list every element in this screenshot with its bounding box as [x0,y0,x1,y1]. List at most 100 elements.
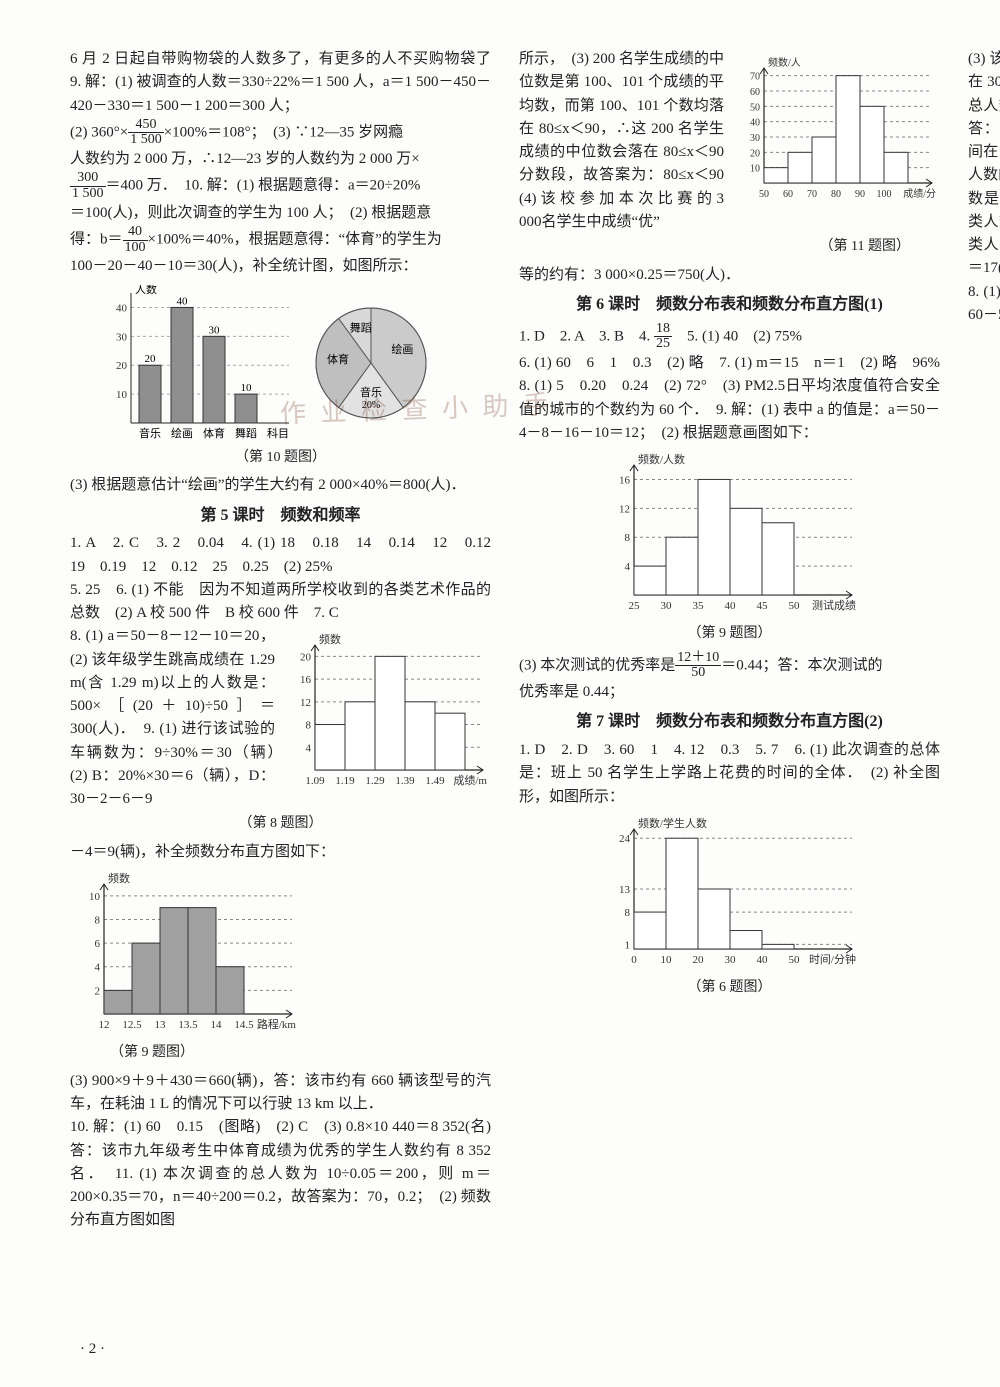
heading-lesson7: 第 7 课时 频数分布表和频数分布直方图(2) [519,710,940,735]
t: 得：b＝ [70,232,123,248]
svg-text:10: 10 [750,164,760,175]
t: 1. D 2. A 3. B 4. [519,328,654,344]
svg-text:4: 4 [95,962,101,974]
t: (2) 360°× [70,124,128,140]
text: 8. (1) 参加比赛的总人数为：2＋4＋6＋5＋3＝20 (2) 组距为：60… [968,281,1000,328]
caption-6: （第 6 题图） [519,977,940,999]
t: 5. (1) 40 (2) 75% [672,328,802,344]
svg-text:1.19: 1.19 [335,775,355,787]
svg-text:100: 100 [877,189,892,200]
svg-text:24: 24 [619,833,631,845]
caption-8: （第 8 题图） [70,813,491,835]
svg-text:20: 20 [750,148,760,159]
svg-text:30: 30 [116,331,128,343]
svg-text:舞蹈: 舞蹈 [235,427,257,440]
heading-lesson6: 第 6 课时 频数分布表和频数分布直方图(1) [519,293,940,318]
fraction: 4501 500 [128,118,164,148]
page: { "page_number":"· 2 ·", "watermark":"作 … [0,0,1000,1387]
text: 100－20－40－10＝30(人)，补全统计图，如图所示： [70,255,491,278]
fraction: 1825 [654,322,672,352]
svg-text:40: 40 [176,295,188,307]
svg-text:35: 35 [692,600,704,612]
svg-text:成绩/m: 成绩/m [453,774,487,787]
text: (3) 900×9＋9＋430＝660(辆)，答：该市约有 660 辆该型号的汽… [70,1070,491,1117]
svg-text:14.5: 14.5 [234,1019,254,1031]
svg-text:20: 20 [116,360,128,372]
svg-text:70: 70 [807,189,817,200]
svg-text:13.5: 13.5 [178,1019,198,1031]
svg-text:8: 8 [95,915,101,927]
t: ＝0.44；答：本次测试的 [721,657,882,673]
svg-text:2: 2 [95,986,101,998]
svg-text:30: 30 [660,600,672,612]
caption-9R: （第 9 题图） [519,623,940,645]
svg-text:40: 40 [724,600,736,612]
svg-text:体育: 体育 [203,426,225,440]
svg-text:绘画: 绘画 [391,341,413,355]
svg-text:60: 60 [750,87,760,98]
svg-text:50: 50 [750,102,760,113]
svg-text:16: 16 [300,674,312,686]
svg-text:频数/学生人数: 频数/学生人数 [638,816,707,830]
svg-text:20: 20 [692,954,704,966]
text: －4＝9(辆)，补全频数分布直方图如下： [70,841,491,864]
svg-text:12.5: 12.5 [122,1019,142,1031]
figure-10: 10203040人数20音乐40绘画30体育10舞蹈科目绘画音乐20%体育舞蹈 … [70,285,491,469]
t: ×100%＝40%，根据题意得：“体育”的学生为 [148,232,442,248]
text: 1. D 2. A 3. B 4. 1825 5. (1) 40 (2) 75% [519,322,940,352]
svg-text:10: 10 [660,954,672,966]
svg-text:10: 10 [240,382,252,394]
fraction: 3001 500 [70,171,106,201]
svg-text:舞蹈: 舞蹈 [349,321,371,334]
svg-text:频数/人数: 频数/人数 [638,452,685,466]
svg-text:12: 12 [619,503,630,515]
svg-text:16: 16 [619,475,631,487]
svg-text:10: 10 [89,891,101,903]
caption-9L: （第 9 题图） [110,1042,491,1064]
svg-text:频数/人: 频数/人 [768,56,801,69]
svg-text:频数: 频数 [319,632,341,646]
svg-text:科目: 科目 [267,426,289,440]
svg-text:45: 45 [756,600,768,612]
svg-text:频数: 频数 [108,871,130,885]
svg-text:13: 13 [155,1019,167,1031]
text: 1. A 2. C 3. 2 0.04 4. (1) 18 0.18 14 0.… [70,532,491,579]
fraction: 40100 [123,225,148,255]
caption-11: （第 11 题图） [519,236,910,258]
t: ＝400 万． 10. 解：(1) 根据题意得：a＝20÷20% [106,178,421,194]
chart-9L-svg: 2468101212.51313.51414.5频数路程/km [70,870,300,1040]
text: (3) 本次测试的优秀率是12＋1050＝0.44；答：本次测试的 [519,651,940,681]
t: ×100%＝108°； (3) ∵12—35 岁网瘾 [164,124,403,140]
svg-text:30: 30 [724,954,736,966]
block-7: 2468101214161771295ABCDE人数科目 (3) 该班学生上学路… [968,48,1000,357]
svg-text:8: 8 [624,532,630,544]
text: ＝100(人)，则此次调查的学生为 100 人； (2) 根据题意 [70,202,491,225]
svg-text:1.29: 1.29 [365,775,385,787]
svg-text:路程/km: 路程/km [257,1018,297,1031]
svg-text:音乐: 音乐 [360,385,382,399]
svg-text:50: 50 [788,954,800,966]
svg-text:音乐: 音乐 [139,426,161,440]
svg-text:体育: 体育 [327,352,349,366]
text: 人数约为 2 000 万，∴12—23 岁的人数约为 2 000 万× [70,148,491,171]
text: 6 月 2 日起自带购物袋的人数多了，有更多的人不买购物袋了 9. 解：(1) … [70,48,491,118]
svg-text:8: 8 [624,907,630,919]
svg-text:12: 12 [300,697,311,709]
svg-text:20: 20 [144,353,156,365]
svg-text:14: 14 [211,1019,223,1031]
svg-text:50: 50 [788,600,800,612]
chart-10-svg: 10203040人数20音乐40绘画30体育10舞蹈科目绘画音乐20%体育舞蹈 [101,285,461,445]
svg-text:30: 30 [208,324,220,336]
fraction: 12＋1050 [675,651,721,681]
text: (3) 该班学生上学路上花费时间在 30 分钟以上的人数有 5 人，总人数有 5… [968,48,1000,281]
svg-text:13: 13 [619,884,631,896]
svg-text:绘画: 绘画 [171,426,193,440]
svg-text:60: 60 [783,189,793,200]
svg-text:人数: 人数 [135,285,157,296]
figure-6: 18132401020304050频数/学生人数时间/分钟 （第 6 题图） [519,815,940,999]
svg-text:8: 8 [306,720,312,732]
svg-text:测试成绩: 测试成绩 [812,599,856,612]
text: 3001 500＝400 万． 10. 解：(1) 根据题意得：a＝20÷20% [70,171,491,201]
text: (3) 根据题意估计“绘画”的学生大约有 2 000×40%＝800(人)． [70,474,491,497]
svg-text:30: 30 [750,133,760,144]
